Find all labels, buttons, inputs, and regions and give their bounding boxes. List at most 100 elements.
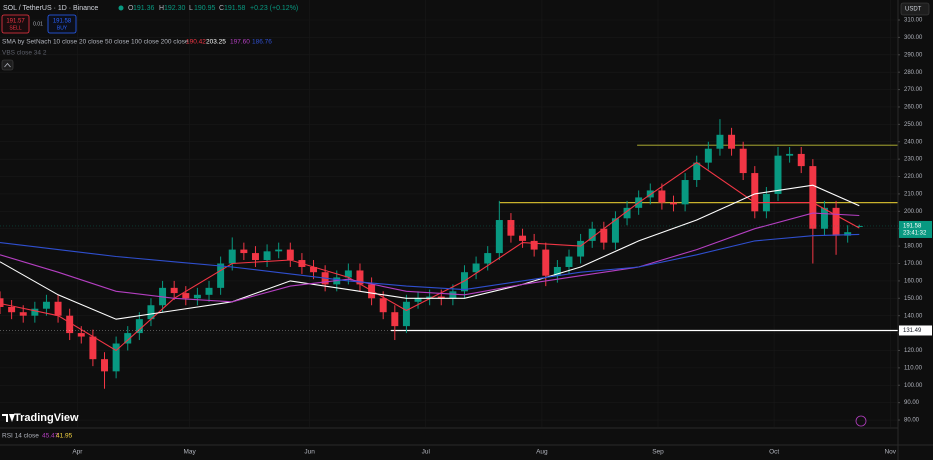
ohlc-value: 191.36	[133, 5, 155, 12]
y-tick-label: 200.00	[904, 209, 923, 215]
candle-body	[124, 333, 132, 344]
y-tick-label: 90.00	[904, 400, 920, 406]
candle-body	[66, 315, 74, 334]
candle-body	[205, 287, 213, 295]
sell-label[interactable]: SELL	[9, 25, 21, 31]
candle-body	[809, 166, 817, 229]
x-tick-label: Aug	[536, 449, 548, 456]
ohlc-label: O	[128, 5, 134, 12]
candle-body	[519, 235, 527, 241]
x-tick-label: Sep	[652, 449, 664, 456]
symbol: SOL / TetherUS · 1D · Binance	[3, 5, 98, 12]
y-tick-label: 170.00	[904, 261, 923, 267]
axes: 80.0090.00100.00110.00120.00130.00140.00…	[0, 18, 932, 456]
candle-body	[310, 266, 318, 273]
buy-price[interactable]: 191.58	[53, 19, 72, 25]
candle-body	[623, 207, 631, 219]
sell-button[interactable]	[1, 14, 30, 34]
candle-body	[54, 301, 62, 316]
candle-body	[855, 225, 863, 227]
candle-body	[170, 287, 178, 294]
candle-body	[681, 180, 689, 205]
candle-body	[693, 162, 701, 181]
vbs-indicator[interactable]: VBS close 34 2	[2, 50, 47, 57]
candle-body	[844, 232, 852, 236]
candle-body	[530, 240, 538, 250]
currency[interactable]: USDT	[905, 7, 922, 13]
collapse-button[interactable]	[1, 59, 14, 71]
collapse-icon	[4, 62, 11, 68]
branding-logo	[2, 414, 15, 422]
candle-body	[542, 249, 550, 276]
candle-body	[437, 296, 445, 299]
candle-body	[19, 312, 27, 316]
candle-body	[588, 228, 596, 241]
candle-body	[344, 270, 352, 278]
sma-indicator[interactable]: SMA by SetNach 10 close 20 close 50 clos…	[2, 39, 189, 46]
candle-body	[449, 291, 457, 299]
y-tick-label: 240.00	[904, 139, 923, 145]
candle-body	[658, 190, 666, 203]
ohlc-value: 192.30	[164, 5, 186, 12]
candle-body	[414, 298, 422, 302]
candle-body	[786, 153, 794, 156]
candle-body	[484, 253, 492, 264]
alert-icon[interactable]	[855, 415, 867, 427]
candle-body	[646, 190, 654, 198]
candle-body	[820, 207, 828, 229]
y-tick-label: 110.00	[904, 365, 923, 371]
candle-body	[565, 256, 573, 267]
branding: TradingView	[14, 412, 79, 424]
sell-price[interactable]: 191.57	[6, 19, 25, 25]
y-tick-label: 140.00	[904, 313, 923, 319]
sma-value: 197.60	[230, 39, 250, 46]
moving-average	[0, 233, 860, 291]
y-tick-label: 250.00	[904, 122, 923, 128]
candle-body	[217, 263, 225, 288]
x-tick-label: Jul	[422, 449, 431, 456]
y-tick-label: 120.00	[904, 348, 923, 354]
moving-average	[0, 184, 860, 320]
sma-value: 203.25	[206, 39, 226, 46]
candle-body	[275, 249, 283, 252]
candle-body	[728, 134, 736, 149]
y-tick-label: 300.00	[904, 35, 923, 41]
ohlc-label: C	[219, 5, 224, 12]
candle-body	[507, 220, 515, 236]
rsi-indicator[interactable]: RSI 14 close	[2, 433, 39, 440]
x-tick-label: Apr	[72, 449, 83, 456]
candle-body	[356, 270, 364, 285]
candle-body	[101, 359, 108, 372]
currency-button[interactable]	[900, 2, 930, 16]
candle-body	[426, 296, 434, 299]
candle-body	[402, 301, 410, 327]
candle-body	[472, 263, 480, 273]
plot	[0, 119, 898, 389]
candle-body	[31, 308, 39, 316]
candle-body	[391, 312, 399, 327]
y-tick-label: 260.00	[904, 105, 923, 111]
candle-body	[553, 266, 561, 276]
y-tick-label: 280.00	[904, 70, 923, 76]
ohlc-value: 190.95	[194, 5, 216, 12]
y-tick-label: 100.00	[904, 383, 923, 389]
candle-body	[286, 249, 294, 261]
x-tick-label: Nov	[884, 449, 896, 456]
y-tick-label: 310.00	[904, 18, 923, 24]
y-tick-label: 220.00	[904, 174, 923, 180]
candle-body	[495, 220, 503, 254]
price-label-box	[899, 325, 932, 336]
x-tick-label: Jun	[304, 449, 315, 456]
countdown: 23:41:32	[903, 231, 927, 237]
candle-body	[8, 306, 16, 313]
y-tick-label: 210.00	[904, 192, 923, 198]
buy-label[interactable]: BUY	[57, 25, 68, 31]
ohlc-value: 191.58	[224, 5, 246, 12]
buy-button[interactable]	[47, 14, 77, 34]
candle-body	[704, 148, 712, 163]
spread: 0.01	[33, 21, 43, 27]
candle-body	[182, 293, 190, 299]
